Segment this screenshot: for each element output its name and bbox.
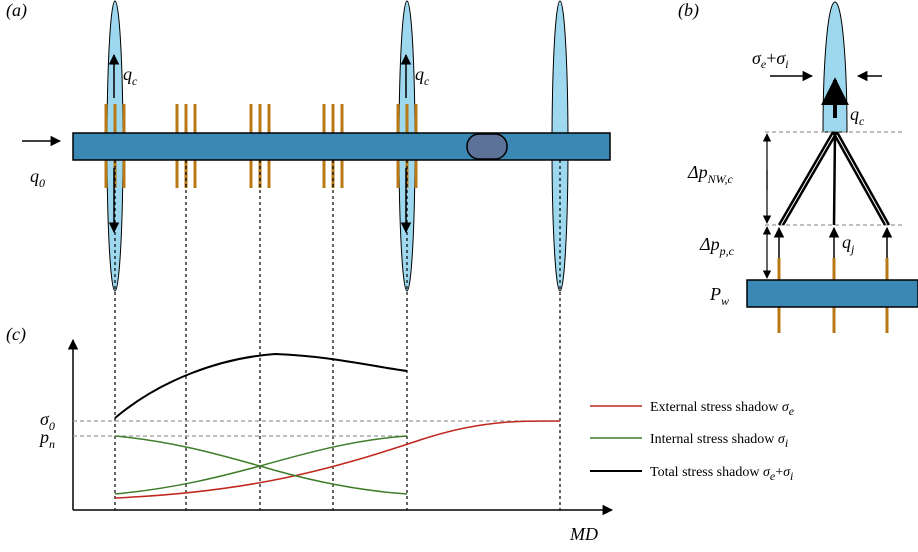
panel-label: (c)	[6, 324, 26, 345]
subscript: i	[790, 469, 793, 483]
operator: +	[775, 465, 783, 480]
plug	[467, 134, 507, 159]
subscript: NW,c	[707, 172, 734, 186]
symbol: p	[38, 427, 49, 447]
internal-curve	[115, 436, 407, 494]
wellbore	[747, 280, 918, 307]
legend-text: Internal stress shadow	[650, 432, 775, 447]
symbol: Δp	[699, 234, 720, 254]
figure: (a) (b) (c) qc qc q0 σe+σi qc	[0, 0, 918, 552]
panel-c: σ0 pn MD External stress shadow σe Inter…	[38, 340, 795, 544]
symbol: P	[709, 284, 721, 304]
symbol: q	[30, 166, 39, 186]
panel-a: qc qc q0	[22, 1, 610, 510]
flow-label: qc	[415, 64, 430, 88]
legend-text: Total stress shadow	[650, 465, 760, 480]
pressure-label: ΔpNW,c	[687, 162, 733, 186]
legend-entry: Total stress shadow σe+σi	[650, 465, 793, 483]
flow-label: qj	[842, 232, 855, 256]
symbol: Δp	[687, 162, 708, 182]
flow-label: qc	[850, 104, 865, 128]
symbol: q	[850, 104, 859, 124]
subscript: c	[424, 74, 430, 88]
subscript: 0	[39, 176, 45, 190]
subscript: p,c	[719, 244, 735, 258]
stress-label: σe+σi	[752, 48, 789, 71]
near-wellbore-paths	[779, 132, 889, 225]
flow-label: qc	[123, 64, 138, 88]
external-curve	[115, 421, 560, 498]
x-axis-label: MD	[569, 524, 598, 544]
panel-b: σe+σi qc ΔpNW,c Δpp,c qj Pw	[687, 2, 918, 333]
subscript: c	[859, 114, 865, 128]
subscript: i	[785, 436, 788, 450]
subscript: n	[49, 437, 55, 451]
subscript: w	[721, 294, 729, 308]
panel-label: (a)	[6, 0, 27, 21]
pressure-label: Pw	[709, 284, 729, 308]
panel-label: (b)	[678, 0, 699, 21]
subscript: 0	[49, 419, 55, 433]
symbol: q	[123, 64, 132, 84]
legend: External stress shadow σe Internal stres…	[590, 400, 795, 483]
legend-text: External stress shadow	[650, 400, 779, 415]
total-curve	[115, 354, 407, 418]
pressure-label: Δpp,c	[699, 234, 735, 258]
symbol: q	[842, 232, 851, 252]
legend-entry: External stress shadow σe	[650, 400, 795, 418]
subscript: e	[789, 404, 795, 418]
inlet-label: q0	[30, 166, 45, 190]
subscript: i	[785, 57, 788, 71]
subscript: c	[132, 74, 138, 88]
guide-lines	[115, 160, 560, 510]
wellbore	[73, 133, 610, 160]
operator: +	[766, 48, 776, 68]
legend-entry: Internal stress shadow σi	[650, 432, 788, 450]
symbol: q	[415, 64, 424, 84]
